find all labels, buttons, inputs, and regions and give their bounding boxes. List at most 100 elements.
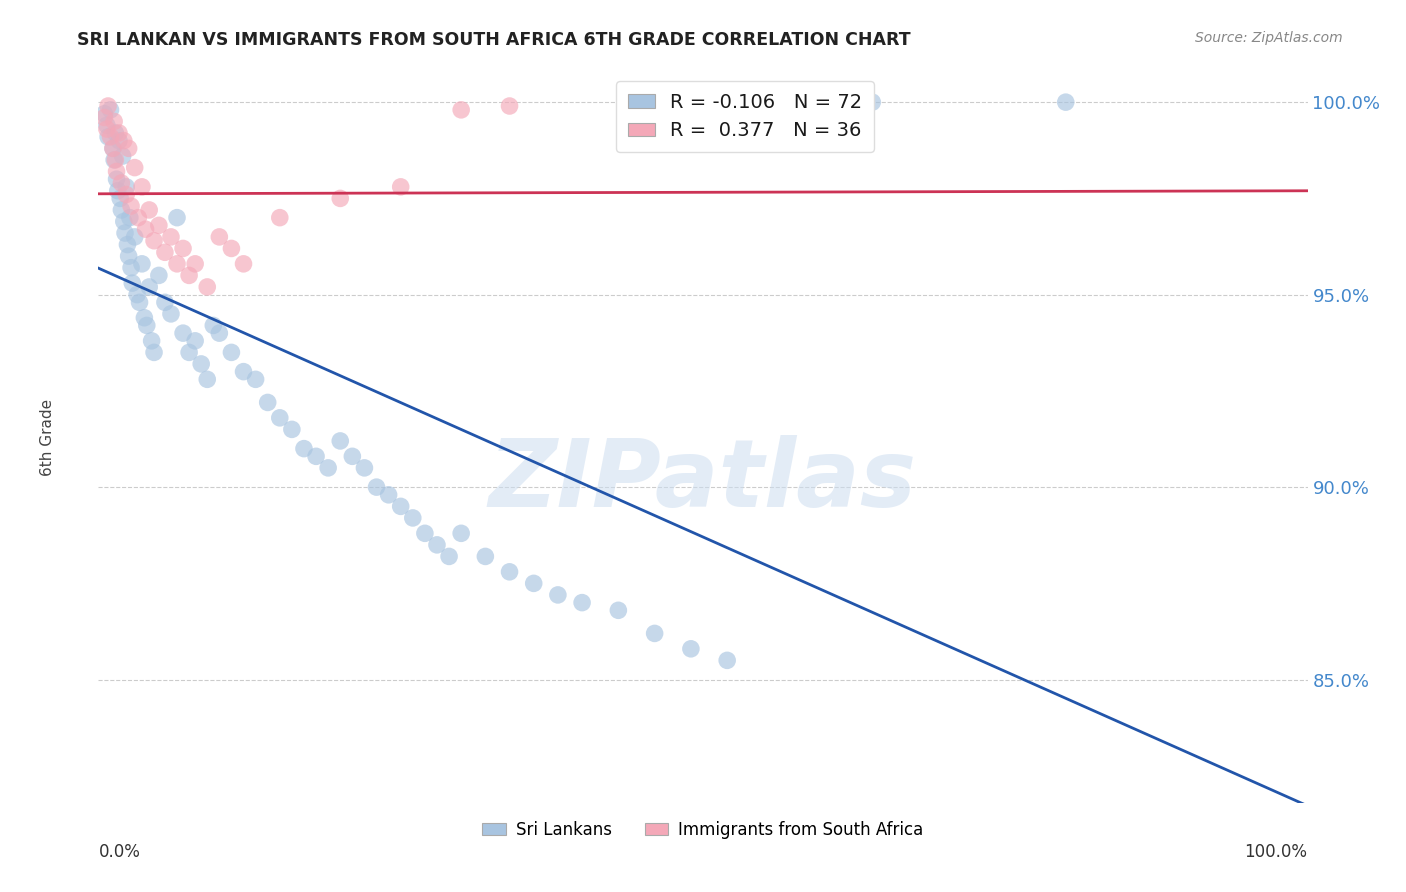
Point	[108, 134, 131, 148]
Point	[366, 480, 388, 494]
Point	[148, 219, 170, 233]
Point	[377, 488, 399, 502]
Point	[108, 191, 131, 205]
Point	[292, 442, 315, 456]
Point	[232, 365, 254, 379]
Point	[111, 149, 134, 163]
Point	[110, 176, 132, 190]
Point	[679, 641, 702, 656]
Point	[202, 318, 225, 333]
Point	[221, 345, 243, 359]
Point	[232, 257, 254, 271]
Point	[96, 118, 118, 132]
Point	[172, 326, 194, 340]
Point	[115, 187, 138, 202]
Point	[120, 260, 142, 275]
Point	[138, 202, 160, 217]
Point	[112, 214, 135, 228]
Point	[127, 211, 149, 225]
Point	[103, 114, 125, 128]
Text: ZIPatlas: ZIPatlas	[489, 435, 917, 527]
Point	[413, 526, 436, 541]
Point	[342, 450, 364, 464]
Point	[115, 179, 138, 194]
Point	[97, 129, 120, 144]
Point	[474, 549, 496, 564]
Point	[100, 129, 122, 144]
Point	[450, 526, 472, 541]
Point	[105, 164, 128, 178]
Point	[101, 141, 124, 155]
Point	[498, 99, 520, 113]
Point	[105, 172, 128, 186]
Point	[120, 199, 142, 213]
Point	[437, 549, 460, 564]
Point	[269, 410, 291, 425]
Point	[607, 603, 630, 617]
Point	[96, 122, 118, 136]
Point	[547, 588, 569, 602]
Point	[195, 280, 218, 294]
Point	[644, 626, 666, 640]
Point	[316, 461, 339, 475]
Point	[103, 153, 125, 167]
Point	[860, 95, 883, 110]
Point	[498, 565, 520, 579]
Point	[124, 161, 146, 175]
Point	[93, 111, 115, 125]
Point	[93, 106, 115, 120]
Point	[402, 511, 425, 525]
Point	[195, 372, 218, 386]
Point	[426, 538, 449, 552]
Point	[179, 345, 201, 359]
Point	[118, 211, 141, 225]
Point	[110, 202, 132, 217]
Point	[353, 461, 375, 475]
Point	[143, 234, 166, 248]
Point	[166, 257, 188, 271]
Point	[166, 211, 188, 225]
Point	[160, 230, 183, 244]
Point	[124, 230, 146, 244]
Point	[118, 141, 141, 155]
Point	[450, 103, 472, 117]
Point	[117, 237, 139, 252]
Text: 6th Grade: 6th Grade	[41, 399, 55, 475]
Point	[1054, 95, 1077, 110]
Point	[128, 295, 150, 310]
Point	[153, 295, 176, 310]
Point	[389, 500, 412, 514]
Point	[571, 596, 593, 610]
Point	[281, 422, 304, 436]
Point	[148, 268, 170, 283]
Point	[208, 326, 231, 340]
Text: SRI LANKAN VS IMMIGRANTS FROM SOUTH AFRICA 6TH GRADE CORRELATION CHART: SRI LANKAN VS IMMIGRANTS FROM SOUTH AFRI…	[77, 31, 911, 49]
Point	[135, 318, 157, 333]
Point	[190, 357, 212, 371]
Point	[114, 226, 136, 240]
Point	[523, 576, 546, 591]
Text: Source: ZipAtlas.com: Source: ZipAtlas.com	[1195, 31, 1343, 45]
Point	[118, 249, 141, 263]
Point	[100, 103, 122, 117]
Point	[716, 653, 738, 667]
Point	[208, 230, 231, 244]
Point	[179, 268, 201, 283]
Point	[138, 280, 160, 294]
Point	[184, 257, 207, 271]
Point	[184, 334, 207, 348]
Point	[141, 334, 163, 348]
Point	[104, 153, 127, 167]
Point	[305, 450, 328, 464]
Text: 100.0%: 100.0%	[1244, 843, 1308, 861]
Point	[329, 434, 352, 448]
Point	[131, 257, 153, 271]
Point	[127, 287, 149, 301]
Point	[269, 211, 291, 225]
Point	[107, 184, 129, 198]
Point	[160, 307, 183, 321]
Point	[97, 99, 120, 113]
Point	[153, 245, 176, 260]
Point	[131, 179, 153, 194]
Point	[135, 222, 157, 236]
